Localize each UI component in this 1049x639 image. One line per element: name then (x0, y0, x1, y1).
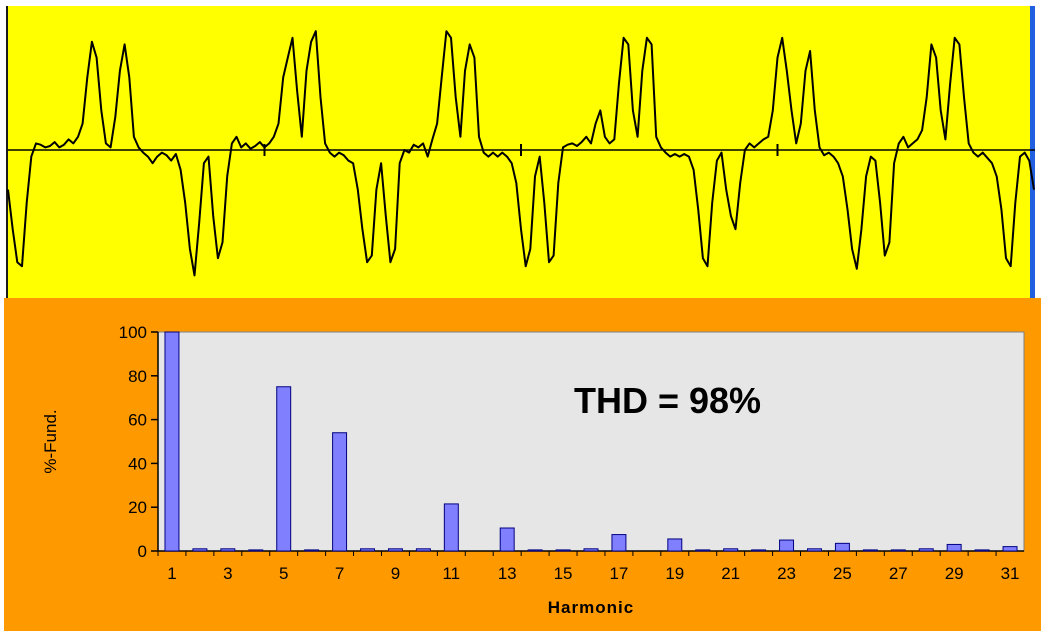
x-tick-label: 29 (945, 564, 964, 583)
x-tick-label: 27 (889, 564, 908, 583)
x-axis-label: Harmonic (548, 598, 634, 617)
harmonic-bar (974, 549, 990, 552)
harmonic-bar (862, 549, 878, 552)
harmonic-bar (527, 549, 543, 552)
harmonic-bars (164, 331, 1018, 552)
y-tick-label: 60 (128, 411, 147, 430)
x-tick-label: 3 (223, 564, 232, 583)
harmonic-bar (751, 549, 767, 552)
x-tick-label: 15 (554, 564, 573, 583)
harmonic-bar (499, 527, 515, 552)
y-tick-label: 20 (128, 498, 147, 517)
plot-area (157, 331, 1025, 552)
harmonic-bar (946, 543, 962, 552)
waveform-left-border (6, 6, 8, 298)
harmonic-bar (583, 548, 599, 552)
x-tick-label: 13 (498, 564, 517, 583)
x-tick-label: 25 (833, 564, 852, 583)
harmonic-bar (443, 503, 459, 552)
x-tick-label: 23 (777, 564, 796, 583)
waveform-right-accent (1030, 6, 1035, 298)
x-tick-label: 19 (665, 564, 684, 583)
y-tick-label: 100 (119, 323, 147, 342)
harmonic-bar (248, 549, 264, 552)
x-tick-label: 31 (1001, 564, 1020, 583)
harmonic-bar (276, 386, 292, 552)
x-tick-label: 5 (279, 564, 288, 583)
harmonic-bar (304, 549, 320, 552)
y-tick-label: 0 (138, 542, 147, 561)
harmonic-bar (1002, 546, 1018, 552)
harmonic-bar (667, 538, 683, 552)
harmonic-bar (220, 548, 236, 552)
y-axis: 0 20 40 60 80 100 (119, 323, 159, 561)
harmonic-bar (192, 548, 208, 552)
harmonic-bar (918, 548, 934, 552)
harmonic-bar (611, 534, 627, 552)
harmonic-bar (890, 549, 906, 552)
y-tick-label: 40 (128, 454, 147, 473)
harmonic-bar (695, 549, 711, 552)
harmonic-bar (164, 331, 180, 552)
harmonic-bar (834, 542, 850, 552)
y-axis-label: %-Fund. (41, 409, 60, 473)
harmonic-bar (415, 548, 431, 552)
x-tick-label: 21 (721, 564, 740, 583)
x-tick-label: 7 (335, 564, 344, 583)
x-tick-label: 11 (442, 564, 460, 583)
harmonic-bar (360, 548, 375, 552)
harmonic-bar (555, 549, 571, 552)
x-tick-label: 17 (609, 564, 628, 583)
harmonic-bar (807, 548, 822, 552)
harmonic-bar (332, 432, 348, 552)
waveform-panel (6, 6, 1035, 298)
harmonic-bar (779, 539, 795, 552)
x-tick-label: 9 (391, 564, 400, 583)
thd-annotation: THD = 98% (574, 380, 761, 421)
waveform-line (7, 30, 1035, 277)
harmonic-bar (723, 548, 739, 552)
harmonic-bar (387, 548, 403, 552)
y-tick-label: 80 (128, 367, 147, 386)
x-tick-label: 1 (167, 564, 176, 583)
